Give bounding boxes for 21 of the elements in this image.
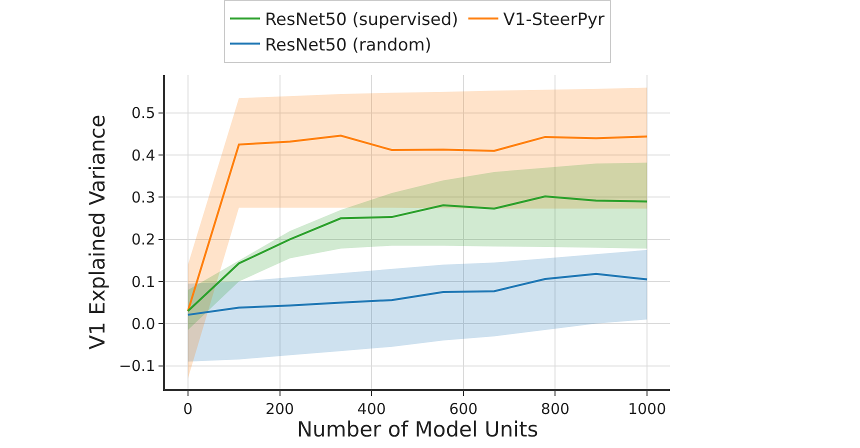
x-tick-label: 400: [357, 400, 386, 418]
y-tick-label: 0.1: [131, 272, 156, 291]
x-tick-label: 200: [265, 400, 294, 418]
y-tick-label: −0.1: [118, 357, 156, 376]
y-tick-label: 0.5: [131, 104, 156, 122]
x-axis-title: Number of Model Units: [296, 418, 538, 442]
y-tick-label: 0.2: [131, 230, 156, 249]
line-series: [186, 134, 648, 312]
x-tick-label: 0: [183, 400, 193, 418]
line-series: [186, 195, 648, 312]
x-tick-label: 600: [449, 400, 478, 418]
x-tick-label: 1000: [628, 400, 666, 418]
y-axis-title: V1 Explained Variance: [85, 114, 110, 350]
y-tick-label: 0.0: [131, 314, 156, 333]
y-tick-label: 0.4: [131, 146, 156, 164]
legend-label: V1-SteerPyr: [503, 10, 605, 30]
y-tick-label: 0.3: [131, 188, 156, 206]
line-series: [186, 272, 648, 316]
x-tick-label: 800: [540, 400, 570, 418]
legend-label: ResNet50 (supervised): [265, 10, 458, 30]
legend-label: ResNet50 (random): [265, 35, 432, 56]
